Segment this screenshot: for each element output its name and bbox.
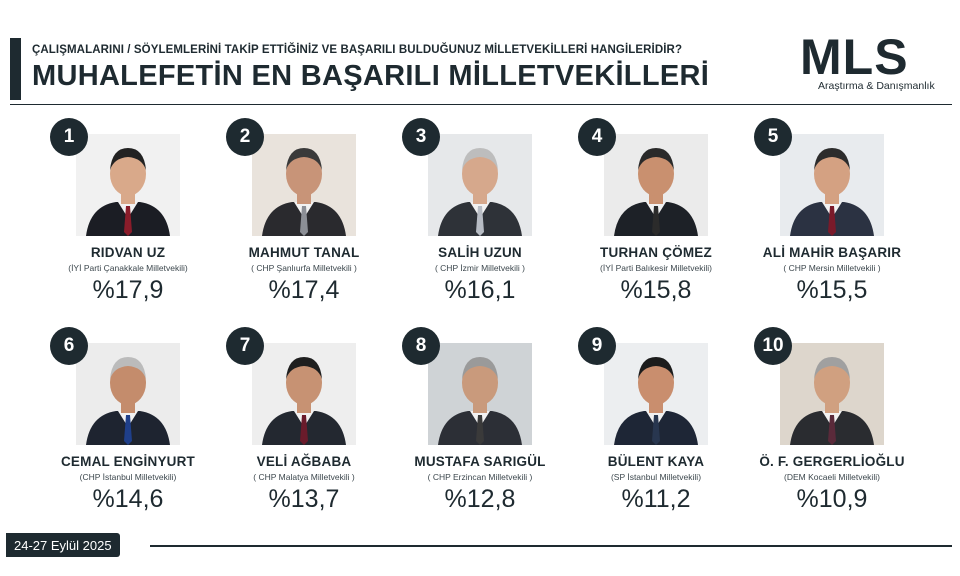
portrait-silhouette-icon <box>76 343 180 445</box>
deputy-name: MAHMUT TANAL <box>248 245 360 260</box>
deputy-percent: %15,8 <box>620 276 692 304</box>
deputy-name: ALİ MAHİR BAŞARIR <box>762 245 902 260</box>
deputy-photo <box>76 134 180 236</box>
deputy-percent: %17,4 <box>268 276 340 304</box>
deputy-percent: %15,5 <box>796 276 868 304</box>
portrait-silhouette-icon <box>252 343 356 445</box>
deputy-party: ( CHP Erzincan Milletvekili ) <box>427 472 533 482</box>
deputy-percent: %14,6 <box>92 485 164 513</box>
deputy-party: (DEM Kocaeli Milletvekili) <box>784 472 880 482</box>
deputy-card-6: 6 CEMAL ENGİNYURT (CHP İstanbul Milletve… <box>50 327 232 531</box>
deputy-name: VELİ AĞBABA <box>256 454 352 469</box>
deputy-percent: %10,9 <box>796 485 868 513</box>
deputy-card-8: 8 MUSTAFA SARIGÜL ( CHP Erzincan Milletv… <box>402 327 584 531</box>
rank-badge: 6 <box>50 327 88 365</box>
deputy-photo <box>76 343 180 445</box>
deputy-card-3: 3 SALİH UZUN ( CHP İzmir Milletvekili ) … <box>402 118 584 322</box>
deputy-name: MUSTAFA SARIGÜL <box>414 454 546 469</box>
deputy-card-2: 2 MAHMUT TANAL ( CHP Şanlıurfa Milletvek… <box>226 118 408 322</box>
portrait-silhouette-icon <box>604 134 708 236</box>
rank-badge: 7 <box>226 327 264 365</box>
page-title: MUHALEFETİN EN BAŞARILI MİLLETVEKİLLERİ <box>32 60 710 92</box>
deputy-percent: %17,9 <box>92 276 164 304</box>
deputy-name: RIDVAN UZ <box>90 245 166 260</box>
rank-badge: 3 <box>402 118 440 156</box>
deputy-party: (İYİ Parti Çanakkale Milletvekili) <box>68 263 188 273</box>
portrait-silhouette-icon <box>604 343 708 445</box>
rank-badge: 5 <box>754 118 792 156</box>
rank-badge: 2 <box>226 118 264 156</box>
deputy-party: ( CHP İzmir Milletvekili ) <box>434 263 526 273</box>
deputy-party: (İYİ Parti Balıkesir Milletvekili) <box>600 263 712 273</box>
deputy-photo <box>780 134 884 236</box>
survey-question: ÇALIŞMALARINI / SÖYLEMLERİNİ TAKİP ETTİĞ… <box>32 44 683 56</box>
deputy-photo <box>252 343 356 445</box>
deputy-party: ( CHP Şanlıurfa Milletvekili ) <box>251 263 357 273</box>
deputy-percent: %13,7 <box>268 485 340 513</box>
survey-date: 24-27 Eylül 2025 <box>6 533 120 557</box>
deputy-name: TURHAN ÇÖMEZ <box>600 245 712 260</box>
deputy-party: ( CHP Malatya Milletvekili ) <box>253 472 355 482</box>
deputy-party: ( CHP Mersin Milletvekili ) <box>783 263 881 273</box>
portrait-silhouette-icon <box>780 134 884 236</box>
deputy-card-7: 7 VELİ AĞBABA ( CHP Malatya Milletvekili… <box>226 327 408 531</box>
deputy-party: (SP İstanbul Milletvekili) <box>610 472 702 482</box>
portrait-silhouette-icon <box>780 343 884 445</box>
deputy-photo <box>604 134 708 236</box>
rank-badge: 10 <box>754 327 792 365</box>
logo-tagline: Araştırma & Danışmanlık <box>818 80 935 92</box>
rank-badge: 1 <box>50 118 88 156</box>
logo-wordmark: MLS <box>800 29 909 85</box>
deputy-party: (CHP İstanbul Milletvekili) <box>79 472 177 482</box>
deputy-percent: %11,2 <box>621 485 691 513</box>
mls-logo: MLS Araştırma & Danışmanlık <box>800 32 950 102</box>
footer-divider <box>150 545 952 547</box>
deputy-photo <box>428 343 532 445</box>
deputy-percent: %16,1 <box>444 276 516 304</box>
rank-badge: 4 <box>578 118 616 156</box>
deputy-name: CEMAL ENGİNYURT <box>60 454 195 469</box>
portrait-silhouette-icon <box>76 134 180 236</box>
deputy-name: BÜLENT KAYA <box>607 454 705 469</box>
deputy-percent: %12,8 <box>444 485 516 513</box>
deputy-card-5: 5 ALİ MAHİR BAŞARIR ( CHP Mersin Milletv… <box>754 118 936 322</box>
deputy-photo <box>252 134 356 236</box>
portrait-silhouette-icon <box>252 134 356 236</box>
deputy-card-9: 9 BÜLENT KAYA (SP İstanbul Milletvekili)… <box>578 327 760 531</box>
deputy-photo <box>428 134 532 236</box>
deputy-name: Ö. F. GERGERLİOĞLU <box>759 454 905 469</box>
deputy-card-4: 4 TURHAN ÇÖMEZ (İYİ Parti Balıkesir Mill… <box>578 118 760 322</box>
header-accent-bar <box>10 38 21 100</box>
deputy-card-1: 1 RIDVAN UZ (İYİ Parti Çanakkale Milletv… <box>50 118 232 322</box>
deputy-name: SALİH UZUN <box>438 245 522 260</box>
portrait-silhouette-icon <box>428 343 532 445</box>
header-divider <box>10 104 952 105</box>
portrait-silhouette-icon <box>428 134 532 236</box>
deputy-card-10: 10 Ö. F. GERGERLİOĞLU (DEM Kocaeli Mille… <box>754 327 936 531</box>
rank-badge: 8 <box>402 327 440 365</box>
deputy-photo <box>604 343 708 445</box>
deputy-photo <box>780 343 884 445</box>
rank-badge: 9 <box>578 327 616 365</box>
